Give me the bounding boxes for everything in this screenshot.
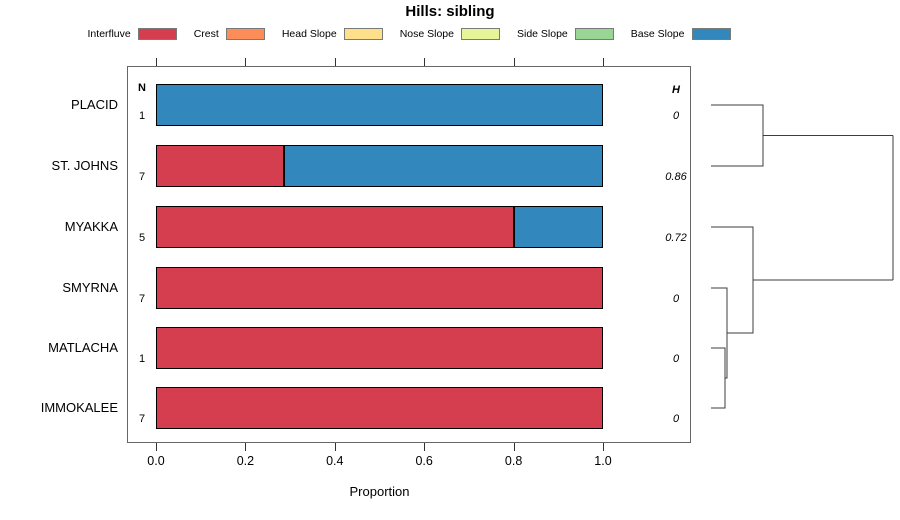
axis-tick-bottom: [424, 443, 426, 451]
h-column-header: H: [672, 84, 680, 96]
bar-segment-interfluve: [156, 145, 284, 187]
axis-tick-label: 0.0: [147, 454, 165, 468]
n-value: 1: [138, 110, 146, 122]
legend-swatch: [137, 27, 177, 40]
axis-tick-bottom: [603, 443, 604, 451]
row-label: ST. JOHNS: [51, 158, 118, 173]
legend-label: Head Slope: [281, 27, 337, 40]
axis-tick-label: 1.0: [594, 454, 612, 468]
stacked-bar: [156, 387, 603, 429]
legend-swatch: [691, 27, 731, 40]
row-label: MATLACHA: [48, 340, 118, 355]
axis-tick-top: [603, 58, 604, 66]
axis-tick-bottom: [513, 443, 515, 451]
h-value: 0: [672, 353, 680, 365]
row-label: MYAKKA: [64, 219, 118, 234]
bar-segment-interfluve: [156, 327, 603, 369]
legend-swatch: [574, 27, 614, 40]
legend-item: Nose Slope: [399, 27, 500, 40]
plot-area: [127, 66, 691, 443]
axis-tick-top: [245, 58, 247, 66]
axis-tick-label: 0.4: [326, 454, 344, 468]
axis-tick-label: 0.2: [236, 454, 255, 468]
axis-tick-top: [334, 58, 336, 66]
axis-tick-top: [424, 58, 426, 66]
legend-item: Head Slope: [281, 27, 383, 40]
stacked-bar: [156, 327, 603, 369]
stacked-bar: [156, 84, 603, 126]
n-value: 7: [138, 293, 146, 305]
legend-swatch: [225, 27, 265, 40]
chart-title: Hills: sibling: [405, 3, 495, 20]
h-value: 0: [672, 413, 680, 425]
axis-tick-bottom: [334, 443, 336, 451]
x-axis-title: Proportion: [349, 484, 410, 499]
bar-segment-base-slope: [156, 84, 603, 126]
axis-tick-label: 0.6: [415, 454, 433, 468]
axis-tick-label: 0.8: [504, 454, 523, 468]
axis-tick-bottom: [245, 443, 247, 451]
legend-item: Base Slope: [630, 27, 731, 40]
bar-segment-interfluve: [156, 387, 603, 429]
n-value: 5: [138, 232, 146, 244]
legend-item: Interfluve: [87, 27, 177, 40]
row-label: PLACID: [71, 97, 118, 112]
legend-swatch: [343, 27, 383, 40]
legend-label: Crest: [193, 27, 219, 40]
stacked-bar: [156, 145, 603, 187]
h-value: 0: [672, 293, 680, 305]
legend-item: Side Slope: [516, 27, 614, 40]
stacked-bar: [156, 267, 603, 309]
h-value: 0.72: [665, 232, 687, 244]
axis-tick-bottom: [156, 443, 157, 451]
bar-segment-base-slope: [283, 145, 603, 187]
bar-segment-interfluve: [156, 206, 514, 248]
n-value: 1: [138, 353, 146, 365]
legend-label: Side Slope: [516, 27, 568, 40]
bar-segment-base-slope: [513, 206, 603, 248]
h-value: 0: [672, 110, 680, 122]
legend-item: Crest: [193, 27, 265, 40]
n-value: 7: [138, 413, 146, 425]
legend-swatch: [460, 27, 500, 40]
n-value: 7: [138, 171, 146, 183]
axis-tick-top: [156, 58, 157, 66]
bar-segment-interfluve: [156, 267, 603, 309]
row-label: SMYRNA: [62, 280, 118, 295]
stacked-bar: [156, 206, 603, 248]
legend-label: Interfluve: [87, 27, 131, 40]
dendrogram: [711, 104, 894, 409]
legend: Interfluve Crest Head Slope Nose Slope Side …: [88, 26, 731, 41]
legend-label: Nose Slope: [399, 27, 454, 40]
axis-tick-top: [513, 58, 515, 66]
n-column-header: N: [138, 82, 146, 94]
h-value: 0.86: [665, 171, 687, 183]
row-label: IMMOKALEE: [40, 400, 118, 415]
legend-label: Base Slope: [630, 27, 685, 40]
